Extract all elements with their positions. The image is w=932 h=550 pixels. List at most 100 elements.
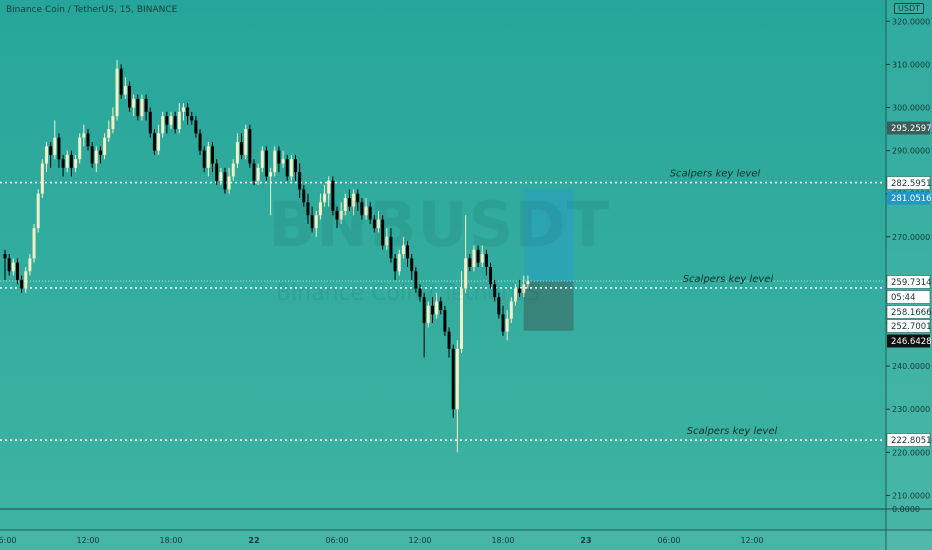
candle-body[interactable]	[277, 150, 281, 164]
price-marker[interactable]: 295.2597	[887, 121, 932, 135]
candle-body[interactable]	[422, 297, 426, 323]
candle-body[interactable]	[339, 210, 343, 220]
candle-body[interactable]	[3, 254, 7, 259]
candle-body[interactable]	[352, 193, 356, 207]
candle-body[interactable]	[298, 172, 302, 190]
candle-body[interactable]	[505, 318, 509, 332]
candle-body[interactable]	[343, 198, 347, 211]
candle-body[interactable]	[165, 116, 169, 125]
candle-body[interactable]	[15, 262, 19, 280]
candle-body[interactable]	[107, 129, 111, 138]
candle-body[interactable]	[414, 271, 418, 289]
price-marker[interactable]: 252.7001	[886, 319, 932, 333]
candle-body[interactable]	[455, 348, 459, 410]
candle-body[interactable]	[78, 137, 82, 160]
candle-body[interactable]	[518, 288, 522, 293]
candle-body[interactable]	[476, 249, 480, 263]
candle-body[interactable]	[522, 284, 526, 293]
candle-body[interactable]	[273, 150, 277, 173]
candle-body[interactable]	[464, 258, 468, 289]
candle-body[interactable]	[98, 150, 102, 155]
candle-body[interactable]	[439, 301, 443, 311]
candle-body[interactable]	[45, 146, 48, 164]
candle-body[interactable]	[49, 146, 53, 155]
candle-body[interactable]	[74, 159, 78, 168]
candle-body[interactable]	[119, 68, 123, 95]
candle-body[interactable]	[24, 271, 28, 289]
candle-body[interactable]	[294, 159, 297, 173]
candle-body[interactable]	[202, 150, 206, 168]
candle-body[interactable]	[177, 111, 181, 130]
candle-body[interactable]	[526, 281, 530, 285]
candle-body[interactable]	[331, 180, 335, 211]
candle-body[interactable]	[223, 172, 227, 190]
candle-body[interactable]	[115, 68, 119, 117]
candle-body[interactable]	[69, 154, 73, 168]
candle-body[interactable]	[65, 154, 69, 168]
candle-body[interactable]	[451, 348, 455, 410]
candle-body[interactable]	[152, 133, 156, 151]
price-marker[interactable]: 258.1666	[886, 305, 932, 319]
candle-body[interactable]	[493, 284, 497, 298]
candle-body[interactable]	[235, 141, 239, 164]
candle-body[interactable]	[111, 116, 115, 130]
candle-body[interactable]	[447, 331, 451, 349]
candle-body[interactable]	[252, 163, 256, 181]
candle-body[interactable]	[103, 137, 107, 155]
candle-body[interactable]	[157, 133, 161, 151]
candle-body[interactable]	[385, 236, 389, 246]
candle-body[interactable]	[94, 150, 98, 164]
candle-body[interactable]	[426, 305, 430, 323]
stop-zone[interactable]	[523, 281, 574, 331]
candle-body[interactable]	[190, 116, 194, 121]
candle-body[interactable]	[302, 189, 306, 203]
candle-body[interactable]	[11, 262, 15, 272]
symbol-title[interactable]: Binance Coin / TetherUS, 15, BINANCE	[6, 5, 178, 15]
candle-body[interactable]	[501, 314, 505, 332]
candle-body[interactable]	[281, 159, 285, 164]
price-marker[interactable]: 222.8051	[886, 433, 932, 447]
candle-body[interactable]	[28, 258, 32, 272]
candle-body[interactable]	[381, 219, 385, 246]
candle-body[interactable]	[318, 202, 322, 216]
candle-body[interactable]	[513, 288, 517, 302]
currency-badge[interactable]: USDT	[894, 3, 924, 14]
candle-body[interactable]	[269, 172, 273, 177]
candle-body[interactable]	[248, 129, 252, 164]
candle-body[interactable]	[347, 198, 351, 207]
candle-body[interactable]	[389, 236, 393, 259]
candle-body[interactable]	[219, 172, 223, 181]
candle-body[interactable]	[310, 215, 314, 229]
candle-body[interactable]	[435, 301, 439, 315]
candle-body[interactable]	[256, 167, 260, 181]
candle-body[interactable]	[360, 202, 364, 216]
candle-body[interactable]	[169, 116, 173, 125]
candle-body[interactable]	[377, 219, 380, 229]
candle-body[interactable]	[198, 133, 202, 151]
candle-body[interactable]	[231, 163, 235, 177]
candle-body[interactable]	[410, 258, 414, 272]
candle-body[interactable]	[206, 146, 210, 168]
candle-body[interactable]	[443, 310, 447, 332]
candle-body[interactable]	[285, 159, 289, 177]
candle-body[interactable]	[40, 163, 44, 194]
candle-body[interactable]	[335, 210, 339, 220]
candle-body[interactable]	[406, 245, 410, 259]
price-marker[interactable]: 246.6428	[887, 334, 932, 348]
price-marker[interactable]: 282.5951	[886, 176, 932, 190]
candle-body[interactable]	[144, 98, 148, 112]
candle-body[interactable]	[314, 215, 318, 229]
candle-body[interactable]	[86, 133, 90, 147]
price-marker[interactable]: 05:44	[886, 290, 931, 304]
candle-body[interactable]	[215, 163, 219, 181]
price-marker[interactable]: 281.0516	[887, 191, 932, 205]
target-zone[interactable]	[523, 189, 574, 282]
candle-body[interactable]	[306, 202, 310, 216]
candle-body[interactable]	[186, 107, 190, 117]
candle-body[interactable]	[368, 206, 372, 220]
candle-body[interactable]	[61, 159, 65, 168]
candle-body[interactable]	[468, 258, 472, 267]
candle-body[interactable]	[472, 249, 476, 267]
candle-body[interactable]	[194, 120, 198, 134]
candle-body[interactable]	[7, 258, 11, 272]
